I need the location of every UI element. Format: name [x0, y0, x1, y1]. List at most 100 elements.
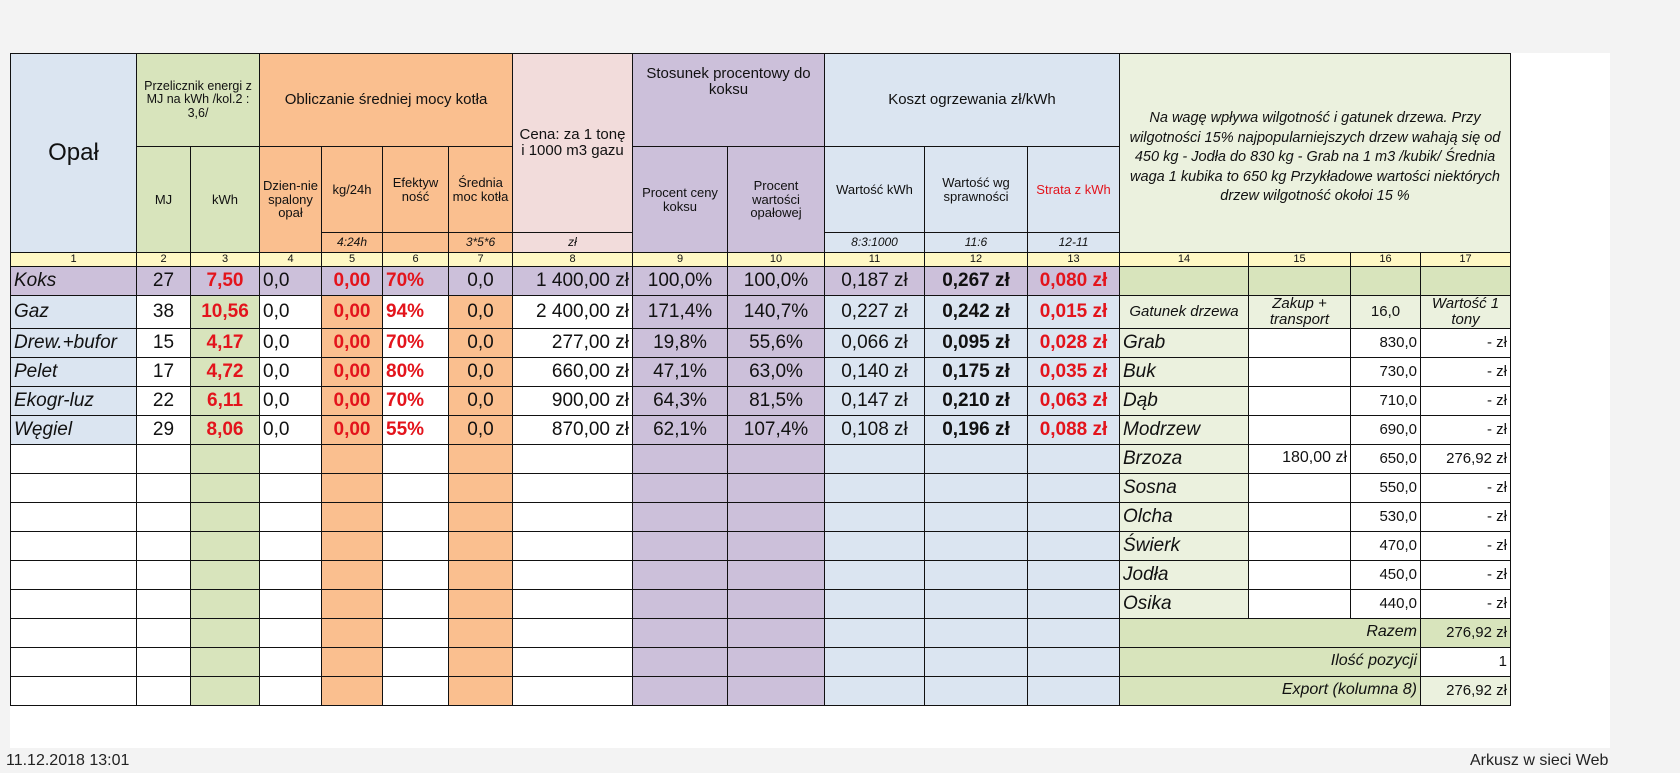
column-number: 2 [136, 252, 191, 267]
mj-cell: 29 [136, 414, 191, 445]
avg-power-cell: 0,0 [448, 266, 513, 296]
price-cell: 1 400,00 zł [512, 266, 633, 296]
daily-cell [259, 501, 322, 532]
loss-cell [1027, 559, 1120, 590]
column-number: 10 [727, 252, 825, 267]
daily-cell: 0,0 [259, 356, 322, 387]
wood-row: Sosna 550,0- zł [10, 472, 1511, 503]
wood-purchase-cell [1248, 472, 1351, 503]
wood-name-cell: Modrzew [1119, 414, 1249, 445]
wood-name-cell: Buk [1119, 356, 1249, 387]
loss-cell [1027, 675, 1120, 706]
percent-price-cell [632, 559, 728, 590]
avg-power-cell: 0,0 [448, 295, 513, 329]
loss-cell: 0,080 zł [1027, 266, 1120, 296]
daily-cell [259, 530, 322, 561]
daily-cell [259, 617, 322, 648]
wood-row: Brzoza 180,00 zł 650,0 276,92 zł [10, 443, 1511, 474]
percent-price-cell: 19,8% [632, 327, 728, 358]
loss-cell [1027, 588, 1120, 619]
percent-price-cell: 64,3% [632, 385, 728, 416]
column-number: 16 [1350, 252, 1421, 267]
avg-power-cell [448, 530, 513, 561]
column-number-row: 1 2 3 4 5 6 7 8 9 10 11 12 13 14 15 16 17 [10, 252, 1511, 267]
percent-value-cell [727, 588, 825, 619]
header-wartosc-wg: Wartość wg sprawności [924, 146, 1028, 233]
header-kg24h: kg/24h [321, 146, 383, 233]
wood-row: Olcha 530,0- zł [10, 501, 1511, 532]
column-number: 6 [382, 252, 449, 267]
kwh-cell [190, 501, 260, 532]
column-number: 5 [321, 252, 383, 267]
kg24h-cell [321, 530, 383, 561]
fuel-name-cell [10, 472, 137, 503]
column-16-blank [1350, 266, 1421, 296]
wood-value-cell: - zł [1420, 327, 1511, 358]
daily-cell: 0,0 [259, 385, 322, 416]
value-kwh-cell [824, 675, 925, 706]
percent-value-cell: 81,5% [727, 385, 825, 416]
percent-value-cell [727, 675, 825, 706]
wood-name-cell: Dąb [1119, 385, 1249, 416]
efficiency-cell [382, 472, 449, 503]
header-cena: Cena: za 1 tonę i 1000 m3 gazu [512, 53, 633, 233]
kg24h-cell: 0,00 [321, 356, 383, 387]
daily-cell: 0,0 [259, 327, 322, 358]
footer-right-text: Arkusz w sieci Web [1470, 752, 1609, 769]
kwh-cell: 8,06 [190, 414, 260, 445]
wood-value-cell: - zł [1420, 501, 1511, 532]
percent-price-cell: 100,0% [632, 266, 728, 296]
fuel-name-cell [10, 675, 137, 706]
wood-weight-cell: 550,0 [1350, 472, 1421, 503]
mj-cell [136, 559, 191, 590]
fuel-row: Drew.+bufor 15 4,17 0,0 0,00 70% 0,0 277,00 zł 1… [10, 327, 1511, 358]
export-value: 276,92 zł [1420, 675, 1511, 706]
kg24h-cell [321, 472, 383, 503]
price-cell [512, 646, 633, 677]
column-number: 11 [824, 252, 925, 267]
column-number: 13 [1027, 252, 1120, 267]
avg-power-cell [448, 646, 513, 677]
kwh-cell: 7,50 [190, 266, 260, 296]
percent-price-cell: 171,4% [632, 295, 728, 329]
kg24h-cell [321, 617, 383, 648]
wood-weight-cell: 450,0 [1350, 559, 1421, 590]
column-number: 9 [632, 252, 728, 267]
wood-purchase-cell [1248, 414, 1351, 445]
value-eff-cell [924, 443, 1028, 474]
wood-purchase-cell [1248, 559, 1351, 590]
price-cell: 900,00 zł [512, 385, 633, 416]
price-cell: 660,00 zł [512, 356, 633, 387]
value-eff-cell: 0,175 zł [924, 356, 1028, 387]
column-14-blank [1119, 266, 1249, 296]
column-number: 1 [10, 252, 137, 267]
wood-weight-cell: 470,0 [1350, 530, 1421, 561]
value-kwh-cell [824, 443, 925, 474]
fuel-row: Gaz 38 10,56 0,0 0,00 94% 0,0 2 400,00 zł 171,4%… [10, 295, 1511, 329]
avg-power-cell [448, 588, 513, 619]
price-cell: 277,00 zł [512, 327, 633, 358]
mj-cell [136, 588, 191, 619]
column-17-blank [1420, 266, 1511, 296]
efficiency-cell [382, 559, 449, 590]
value-kwh-cell: 0,108 zł [824, 414, 925, 445]
mj-cell: 38 [136, 295, 191, 329]
wood-value-cell: - zł [1420, 472, 1511, 503]
value-per-ton-header: Wartość 1 tony [1420, 295, 1511, 329]
wood-name-cell: Sosna [1119, 472, 1249, 503]
price-cell [512, 443, 633, 474]
header-opal: Opał [10, 53, 137, 253]
mj-cell: 27 [136, 266, 191, 296]
percent-value-cell: 100,0% [727, 266, 825, 296]
kwh-cell [190, 646, 260, 677]
wood-value-cell: 276,92 zł [1420, 443, 1511, 474]
daily-cell: 0,0 [259, 266, 322, 296]
wood-purchase-cell [1248, 356, 1351, 387]
wood-weight-cell: 830,0 [1350, 327, 1421, 358]
kwh-cell: 4,17 [190, 327, 260, 358]
loss-cell: 0,035 zł [1027, 356, 1120, 387]
mj-cell [136, 646, 191, 677]
daily-cell [259, 588, 322, 619]
avg-power-cell [448, 443, 513, 474]
avg-power-cell: 0,0 [448, 414, 513, 445]
